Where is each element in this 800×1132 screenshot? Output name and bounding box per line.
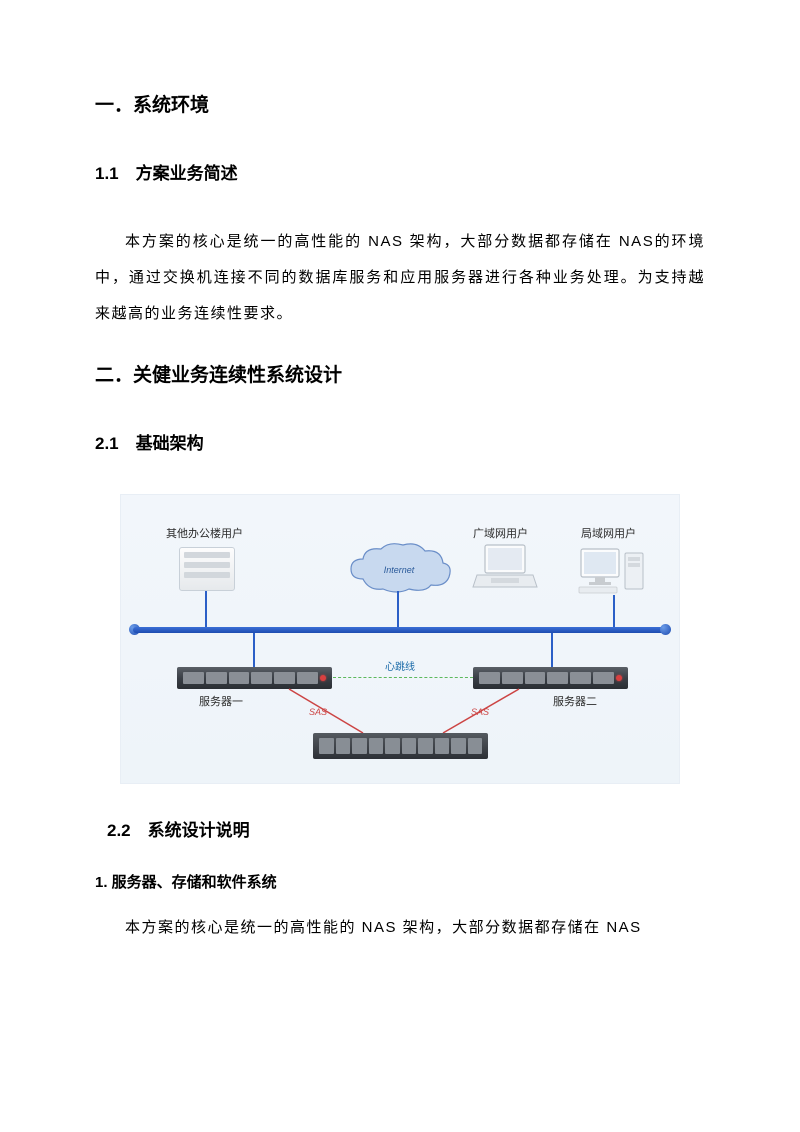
internet-text: Internet [384, 565, 415, 575]
network-backbone [133, 627, 667, 633]
label-sas-2: SAS [471, 707, 489, 717]
internet-cloud-icon: Internet [339, 539, 459, 599]
paragraph-1: 本方案的核心是统一的高性能的 NAS 架构，大部分数据都存储在 NAS的环境中，… [95, 224, 705, 332]
heartbeat-line [333, 677, 473, 678]
heading-2: 二．关健业务连续性系统设计 [95, 360, 705, 387]
label-office: 其他办公楼用户 [166, 525, 243, 541]
label-server2: 服务器二 [553, 693, 597, 709]
office-device-icon [179, 547, 235, 591]
label-sas-1: SAS [309, 707, 327, 717]
link-server1 [253, 633, 255, 667]
server-1-icon [177, 667, 332, 689]
laptop-icon [471, 541, 539, 596]
heading-2-2-1: 1. 服务器、存储和软件系统 [95, 871, 705, 892]
net-cap-right [660, 624, 671, 635]
heading-2-2: 2.2 系统设计说明 [107, 816, 705, 841]
label-heartbeat: 心跳线 [385, 658, 415, 673]
storage-icon [313, 733, 488, 759]
label-server1: 服务器一 [199, 693, 243, 709]
link-cloud [397, 591, 399, 627]
label-lan: 局域网用户 [581, 525, 636, 541]
heading-1: 一．系统环境 [95, 90, 705, 117]
link-office [205, 591, 207, 627]
link-lan [613, 595, 615, 627]
heading-2-1: 2.1 基础架构 [95, 429, 705, 454]
architecture-diagram: 其他办公楼用户 广域网用户 局域网用户 Internet [120, 494, 680, 784]
label-wan: 广域网用户 [473, 525, 528, 541]
heading-1-1: 1.1 方案业务简述 [95, 159, 705, 184]
server-2-icon [473, 667, 628, 689]
paragraph-2: 本方案的核心是统一的高性能的 NAS 架构，大部分数据都存储在 NAS [95, 910, 705, 946]
desktop-icon [577, 543, 651, 602]
link-server2 [551, 633, 553, 667]
